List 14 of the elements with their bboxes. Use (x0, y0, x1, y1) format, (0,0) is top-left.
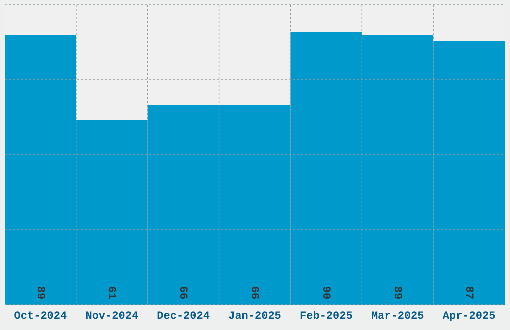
x-tick-label: Apr-2025 (442, 311, 496, 323)
x-tick-label: Jan-2025 (228, 311, 282, 323)
data-label: 61 (105, 286, 118, 300)
x-tick-label: Nov-2024 (86, 311, 139, 323)
data-label: 66 (176, 286, 189, 300)
data-label: 66 (248, 286, 260, 300)
x-tick-label: Oct-2024 (14, 311, 68, 323)
x-tick-label: Dec-2024 (157, 311, 210, 323)
x-tick-label: Mar-2025 (371, 311, 425, 323)
data-label: 87 (462, 286, 474, 300)
data-label: 89 (390, 286, 403, 300)
data-label: 90 (320, 286, 332, 300)
data-label: 89 (34, 286, 46, 300)
x-tick-label: Feb-2025 (300, 311, 354, 323)
